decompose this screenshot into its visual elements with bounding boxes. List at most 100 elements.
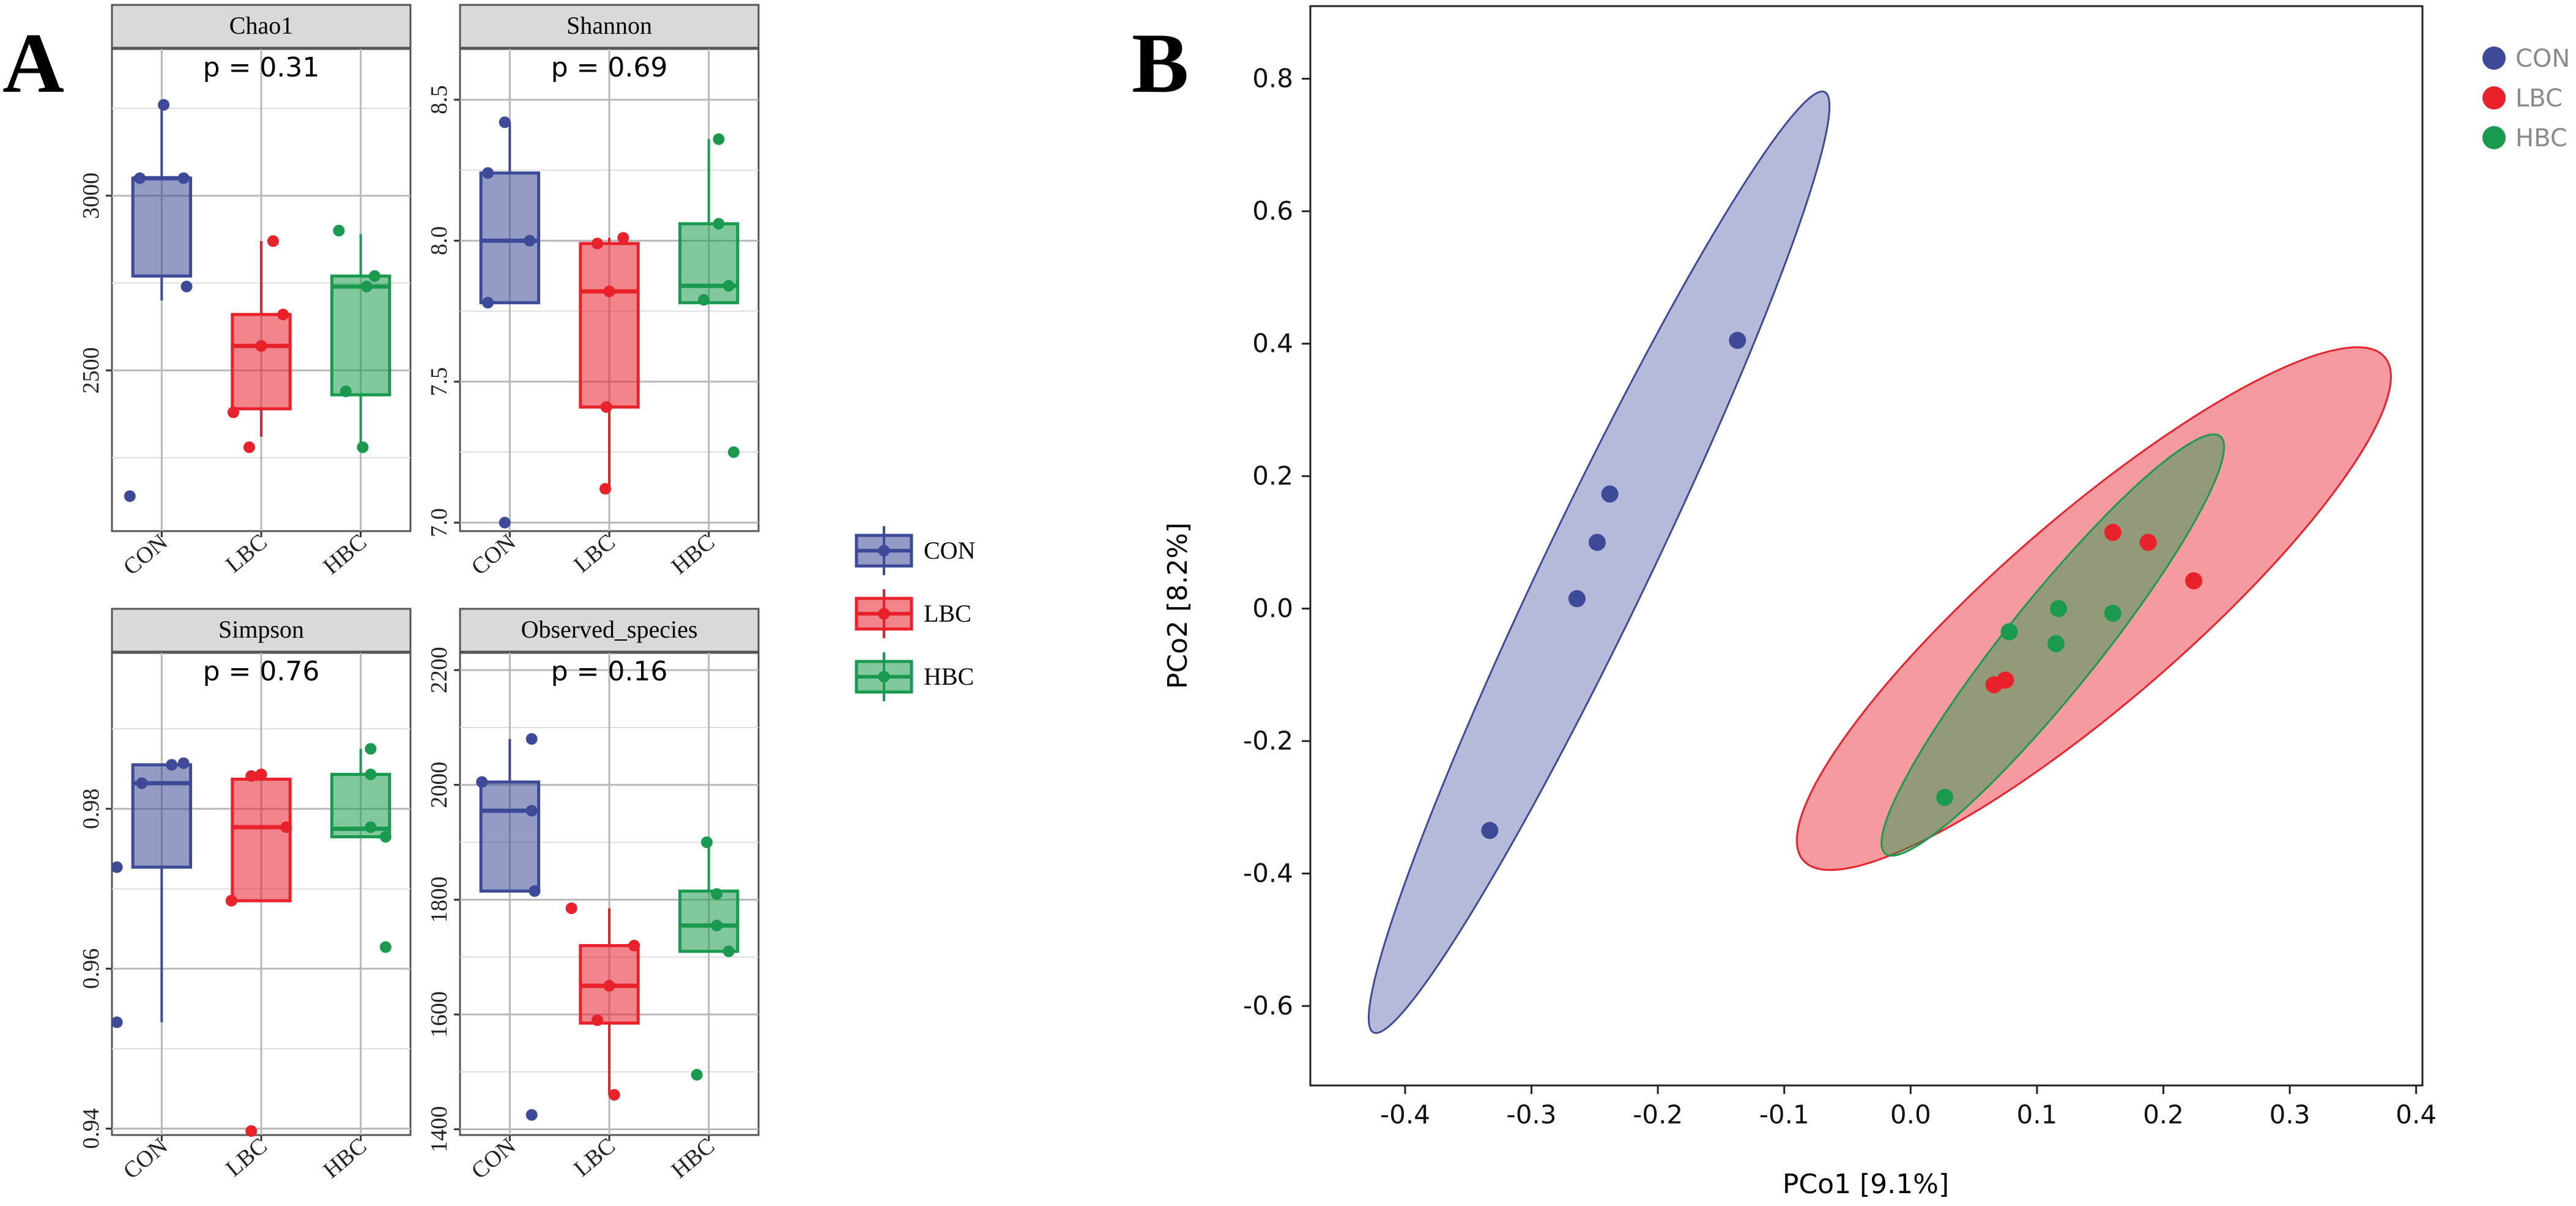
sample-point-hbc	[1936, 789, 1954, 806]
legend-label: HBC	[2515, 124, 2567, 152]
box-lbc	[579, 242, 640, 409]
box-hbc	[330, 274, 392, 396]
data-point-con	[482, 297, 494, 309]
sample-point-con	[1481, 822, 1499, 839]
data-point-lbc	[603, 285, 615, 297]
x-tick-label: -0.4	[1380, 1100, 1430, 1130]
panel-a-label: A	[2, 16, 64, 111]
data-point-hbc	[700, 836, 713, 849]
point-layer	[1481, 332, 2203, 839]
data-point-con	[499, 116, 511, 128]
data-point-con	[529, 885, 541, 897]
data-point-con	[136, 777, 148, 789]
y-tick-label: 1400	[426, 1106, 452, 1153]
panel-b-label: B	[1132, 16, 1189, 111]
sample-point-lbc	[2185, 572, 2203, 590]
legend-label: HBC	[924, 663, 974, 690]
legend-dot-lbc	[2482, 86, 2506, 110]
data-point-hbc	[722, 945, 735, 958]
y-tick-label: 0.6	[1252, 196, 1293, 226]
strip-bg	[459, 608, 760, 653]
y-tick-label: 0.2	[1252, 461, 1293, 491]
data-point-lbc	[628, 939, 640, 951]
data-point-lbc	[280, 821, 292, 833]
facet-title: Chao1	[229, 12, 293, 39]
data-point-hbc	[698, 294, 710, 306]
data-point-lbc	[599, 483, 611, 495]
sample-point-con	[1601, 485, 1619, 503]
data-point-lbc	[591, 1014, 603, 1026]
strip-bg	[111, 608, 412, 653]
data-point-con	[158, 99, 170, 111]
data-point-hbc	[340, 385, 352, 398]
data-point-lbc	[591, 237, 603, 250]
data-point-lbc	[277, 308, 289, 321]
legend-label: CON	[2515, 45, 2570, 73]
data-point-con	[134, 172, 146, 184]
data-point-hbc	[360, 280, 373, 292]
x-tick-label: -0.3	[1507, 1100, 1557, 1130]
data-point-lbc	[255, 769, 267, 781]
data-point-con	[476, 776, 488, 788]
y-tick-label: -0.4	[1243, 858, 1293, 888]
data-point-hbc	[365, 769, 377, 781]
plot-frame	[1309, 5, 2424, 1087]
facet-title: Observed_species	[521, 616, 698, 643]
x-tick-label: -0.2	[1633, 1100, 1683, 1130]
data-point-con	[111, 1016, 123, 1029]
data-point-lbc	[603, 980, 615, 992]
observed-species-boxplot: Observed_species p = 0.16 1400 1600 1800 20…	[426, 608, 760, 1185]
y-tick-label: 8.0	[426, 226, 452, 256]
y-tick-label: 2200	[426, 647, 452, 693]
data-point-con	[525, 805, 538, 817]
sample-point-hbc	[2047, 635, 2065, 653]
y-tick-label: 0.94	[78, 1108, 104, 1149]
data-point-con	[482, 167, 494, 179]
y-tick-label: 1600	[426, 991, 452, 1038]
x-tick-label: 0.3	[2270, 1100, 2311, 1130]
x-tick-label-con: CON	[119, 529, 173, 581]
y-tick-label: 0.96	[78, 948, 104, 989]
p-value-label: p = 0.76	[203, 656, 320, 687]
data-point-hbc	[722, 280, 735, 292]
box-lbc	[231, 313, 292, 411]
x-tick-label-hbc: HBC	[319, 529, 372, 579]
data-point-hbc	[713, 133, 725, 145]
confidence-ellipse-con	[1367, 90, 1831, 1034]
confidence-ellipse-lbc	[1795, 346, 2392, 871]
data-point-lbc	[600, 401, 612, 413]
data-point-hbc	[727, 446, 740, 458]
box-hbc	[330, 773, 392, 839]
y-tick-label: 2000	[426, 762, 452, 808]
chao1-boxplot: Chao1 p = 0.31 2500 3000 CON LBC HBC	[78, 4, 412, 581]
data-point-hbc	[365, 821, 377, 833]
x-tick-label-lbc: LBC	[569, 1133, 620, 1182]
data-point-hbc	[379, 941, 392, 953]
y-tick-label: -0.6	[1243, 991, 1293, 1021]
data-point-lbc	[565, 902, 577, 914]
sample-point-lbc	[1985, 676, 2003, 694]
strip-bg	[111, 4, 412, 49]
data-point-con	[177, 172, 190, 184]
p-value-label: p = 0.31	[203, 52, 320, 83]
data-point-lbc	[227, 406, 239, 419]
x-tick-label-hbc: HBC	[667, 529, 720, 579]
x-tick-label-con: CON	[119, 1133, 173, 1185]
ellipse-layer	[1367, 90, 2392, 1034]
x-tick-label: -0.1	[1759, 1100, 1810, 1130]
data-point-con	[177, 757, 190, 769]
legend-item-con: CON	[855, 526, 975, 575]
legend-dot-con	[2482, 47, 2506, 70]
legend-key-point	[878, 608, 890, 620]
data-point-lbc	[245, 770, 258, 782]
x-tick-label-con: CON	[467, 1133, 521, 1185]
box-lbc	[231, 777, 292, 903]
y-tick-label: -0.2	[1243, 726, 1293, 756]
x-tick-label: 0.0	[1890, 1100, 1931, 1130]
y-tick-label: 0.8	[1252, 64, 1293, 94]
sample-point-con	[1588, 534, 1606, 551]
y-tick-label: 7.5	[426, 367, 452, 396]
legend-item-hbc: HBC	[2482, 124, 2567, 152]
legend-label: LBC	[2515, 84, 2563, 113]
x-tick-label: 0.2	[2143, 1100, 2184, 1130]
